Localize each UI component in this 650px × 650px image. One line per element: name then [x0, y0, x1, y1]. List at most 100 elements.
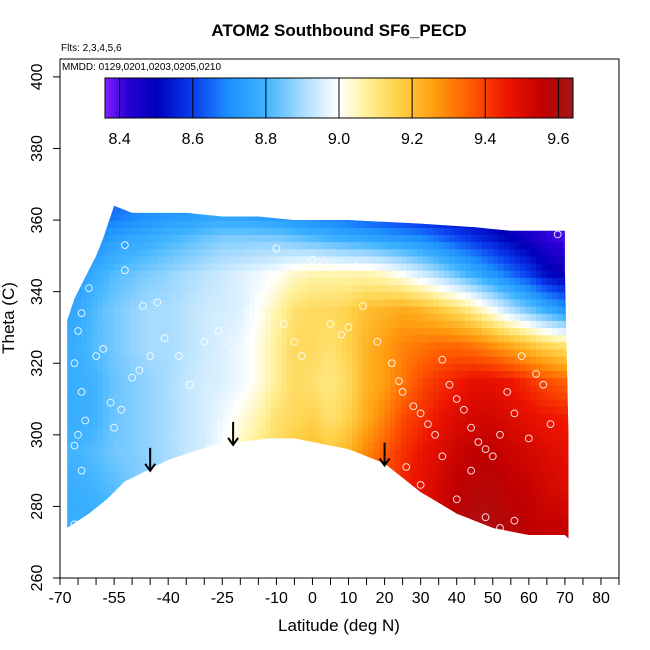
field-cell: [157, 520, 164, 529]
field-cell: [184, 456, 191, 465]
field-cell: [346, 520, 353, 529]
field-cell: [287, 284, 294, 293]
field-cell: [395, 542, 401, 550]
field-cell: [227, 334, 234, 343]
field-cell: [362, 492, 369, 500]
field-cell: [114, 413, 121, 422]
field-cell: [233, 334, 240, 343]
field-cell: [87, 420, 93, 429]
field-cell: [130, 391, 137, 400]
field-cell: [503, 470, 510, 479]
field-cell: [276, 513, 283, 522]
field-cell: [292, 313, 299, 321]
field-cell: [541, 484, 548, 493]
field-cell: [379, 542, 385, 550]
field-cell: [530, 492, 537, 500]
field-cell: [168, 291, 175, 300]
field-cell: [569, 306, 575, 314]
field-cell: [195, 270, 202, 278]
field-cell: [574, 471, 580, 479]
field-cell: [530, 527, 537, 536]
field-cell: [212, 542, 218, 550]
field-cell: [471, 220, 478, 228]
field-cell: [433, 270, 440, 278]
field-cell: [227, 298, 234, 307]
field-cell: [87, 434, 93, 443]
field-cell: [254, 212, 261, 221]
field-cell: [325, 227, 332, 235]
field-cell: [146, 527, 153, 536]
field-cell: [168, 470, 175, 479]
field-cell: [395, 442, 402, 450]
field-cell: [276, 449, 283, 457]
observation-point: [106, 398, 115, 407]
field-cell: [189, 313, 196, 321]
field-cell: [395, 399, 402, 407]
field-cell: [530, 356, 537, 364]
field-cell: [536, 298, 543, 307]
field-cell: [411, 306, 418, 314]
field-cell: [97, 220, 104, 228]
field-cell: [346, 463, 353, 472]
observation-point: [70, 359, 79, 368]
field-cell: [184, 499, 191, 508]
field-cell: [141, 477, 148, 486]
field-cell: [314, 484, 321, 493]
field-cell: [60, 535, 66, 543]
field-cell: [519, 399, 526, 407]
field-cell: [249, 442, 256, 450]
field-cell: [433, 320, 440, 329]
field-cell: [460, 542, 466, 550]
field-cell: [265, 470, 272, 479]
field-cell: [92, 313, 99, 321]
field-cell: [498, 270, 505, 278]
field-cell: [454, 327, 461, 336]
field-cell: [530, 277, 537, 286]
field-cell: [227, 377, 234, 386]
field-cell: [530, 227, 537, 235]
field-cell: [271, 506, 277, 515]
field-cell: [222, 427, 229, 436]
field-cell: [135, 327, 142, 336]
field-cell: [503, 463, 510, 472]
field-cell: [222, 535, 229, 539]
field-cell: [314, 284, 321, 293]
field-cell: [460, 370, 467, 379]
field-cell: [168, 456, 175, 465]
field-cell: [70, 484, 77, 493]
field-cell: [298, 270, 304, 278]
field-cell: [574, 449, 580, 457]
field-cell: [379, 227, 386, 235]
field-cell: [368, 477, 375, 486]
field-cell: [222, 348, 229, 357]
field-cell: [211, 520, 218, 529]
field-cell: [487, 527, 494, 536]
field-cell: [216, 241, 223, 250]
field-cell: [314, 449, 321, 457]
field-cell: [249, 456, 256, 465]
field-cell: [449, 413, 456, 422]
field-cell: [454, 535, 461, 539]
field-cell: [271, 442, 277, 450]
field-cell: [103, 535, 110, 539]
field-cell: [422, 298, 429, 307]
field-cell: [352, 484, 359, 493]
field-cell: [395, 492, 402, 500]
field-cell: [114, 363, 121, 371]
field-cell: [352, 427, 359, 436]
field-cell: [492, 527, 499, 536]
field-cell: [574, 277, 580, 285]
field-cell: [335, 255, 342, 264]
field-cell: [530, 248, 537, 257]
field-cell: [292, 277, 299, 286]
field-cell: [492, 484, 499, 493]
field-cell: [254, 220, 261, 228]
field-cell: [157, 320, 164, 329]
colorbar-segment: [113, 78, 118, 118]
field-cell: [195, 413, 202, 422]
field-cell: [471, 406, 478, 414]
field-cell: [87, 298, 93, 307]
field-cell: [168, 442, 175, 450]
field-cell: [574, 270, 580, 278]
field-cell: [541, 527, 548, 536]
